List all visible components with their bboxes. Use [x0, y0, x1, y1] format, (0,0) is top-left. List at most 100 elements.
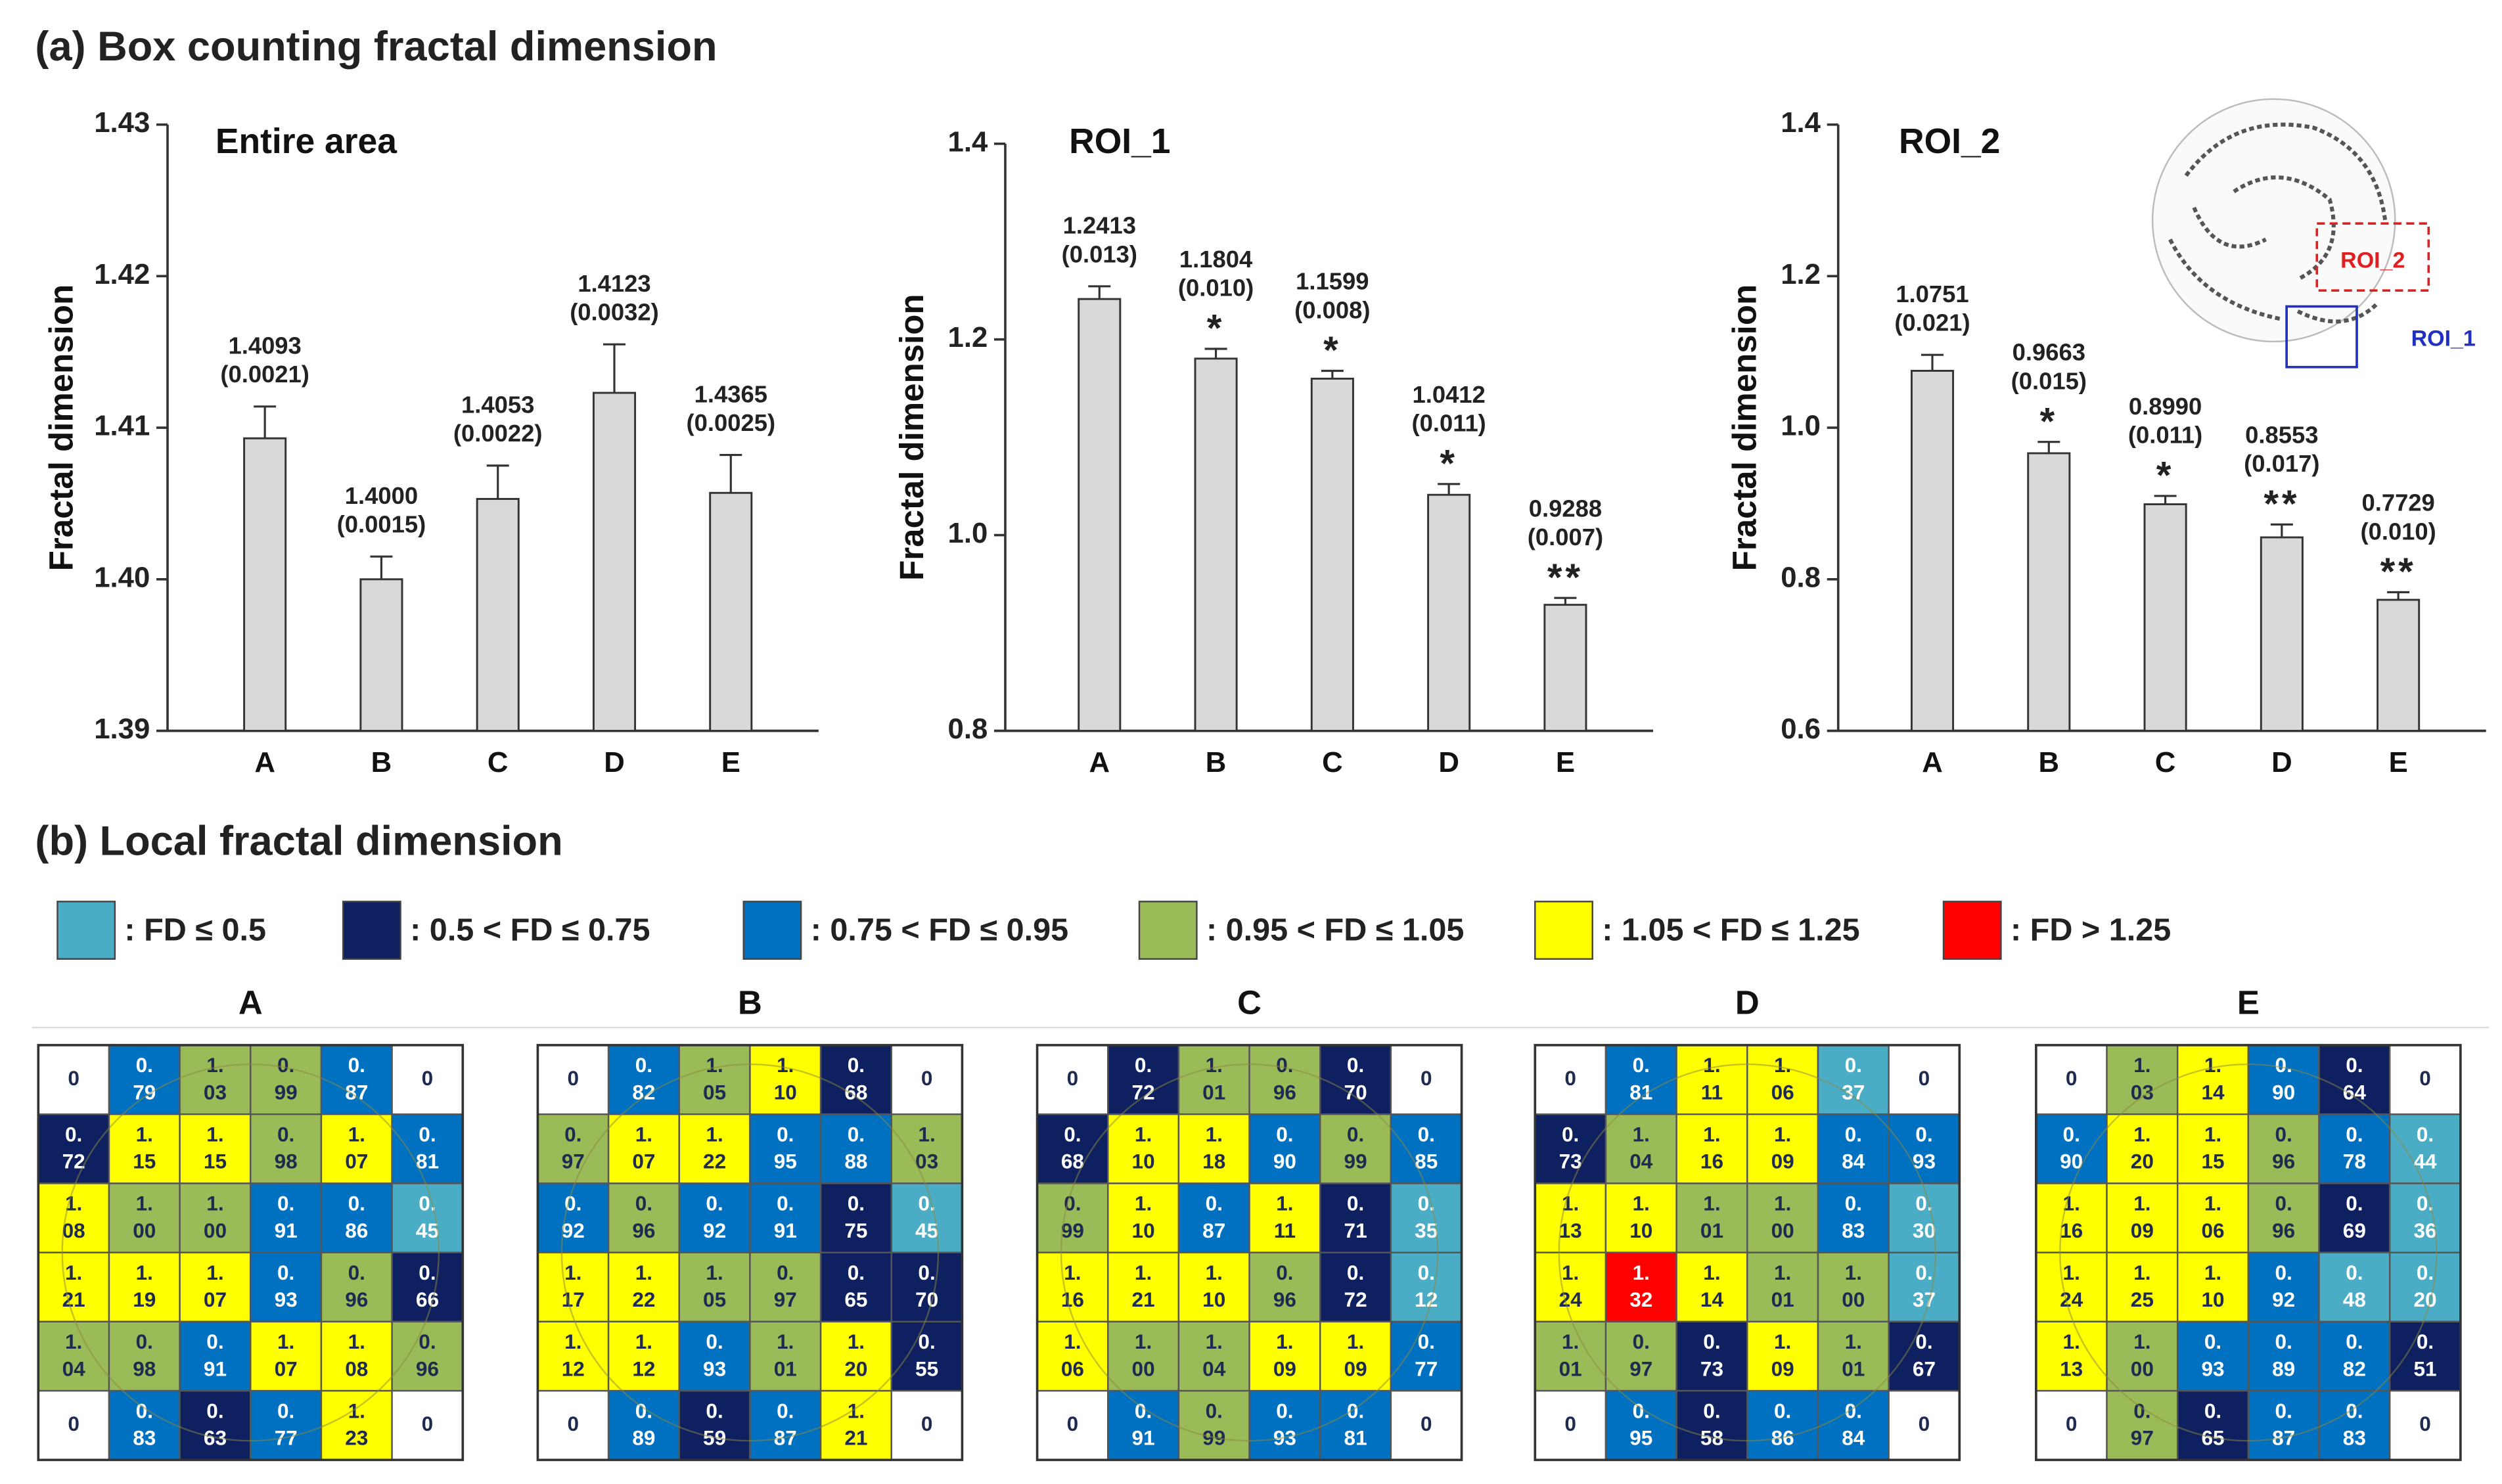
grid-border [536, 1044, 964, 1462]
cell-value-part: 1. [1135, 1192, 1152, 1215]
sd-label: (0.015) [2011, 367, 2087, 394]
cell-value-part: 0. [2346, 1399, 2363, 1423]
cell-value-part: 1. [1206, 1053, 1223, 1077]
cell-value: 0. 93 [2201, 1330, 2224, 1380]
value-label: 1.4053 [461, 392, 534, 418]
cell-value-part: 01 [1842, 1357, 1865, 1381]
bar [592, 392, 637, 732]
cell-value-part: 1. [848, 1330, 865, 1353]
cell-value-part: 0. [848, 1053, 865, 1077]
grid-cell [1817, 1389, 1890, 1461]
grid-overlay [560, 1063, 940, 1442]
cell-value-part: 1. [1845, 1330, 1862, 1353]
cell-value-part: 45 [915, 1219, 938, 1242]
cell-value: 1. 01 [1559, 1330, 1582, 1380]
y-tick-label: 1.2 [948, 321, 988, 353]
y-tick-label: 1.0 [948, 517, 988, 549]
bar [709, 491, 753, 732]
grid-cell [537, 1251, 610, 1323]
cell-value: 1. 01 [1842, 1330, 1865, 1380]
cell-value-part: 15 [204, 1150, 227, 1173]
cell-value-part: 96 [2272, 1219, 2295, 1242]
bar [476, 498, 520, 732]
grid-cell [1390, 1251, 1463, 1323]
grid-cell [607, 1182, 680, 1253]
cell-value-part: 1. [206, 1261, 223, 1284]
cell-value-part: 18 [1202, 1150, 1225, 1173]
cell-value-part: 0. [1562, 1123, 1579, 1146]
cell-value: 1. 07 [275, 1330, 298, 1380]
cell-value: 1. 21 [1132, 1261, 1155, 1311]
cell-value: 1. 01 [774, 1330, 797, 1380]
cell-value-part: 96 [416, 1357, 439, 1381]
cell-value-part: 0. [1064, 1123, 1081, 1146]
grid-cell [1248, 1389, 1321, 1461]
cell-value-part: 1. [635, 1123, 652, 1146]
sd-label: (0.008) [1294, 296, 1370, 323]
cell-value-part: 1. [348, 1330, 365, 1353]
cell-value: 1. 09 [1771, 1330, 1794, 1380]
cell-value: 1. 08 [345, 1330, 368, 1380]
cell-value-part: 09 [1771, 1150, 1794, 1173]
grid-cell [2318, 1044, 2391, 1115]
grid-overlay [1060, 1063, 1439, 1442]
grid-cell [1746, 1113, 1819, 1184]
cell-value-part: 0. [277, 1053, 294, 1077]
cell-value: 1. 09 [1771, 1123, 1794, 1173]
cell-value-part: 71 [1344, 1219, 1367, 1242]
cell-value-part: 89 [632, 1426, 655, 1450]
cell-value: 0 [567, 1066, 579, 1090]
cell-value: 0. 77 [1415, 1330, 1438, 1380]
sd-label: (0.011) [2128, 422, 2202, 449]
grid-cell [37, 1113, 110, 1184]
cell-value-part: 1. [1703, 1123, 1720, 1146]
cell-value-part: 91 [1132, 1426, 1155, 1450]
cell-value-part: 1. [206, 1053, 223, 1077]
grid-cell [2035, 1389, 2108, 1461]
grid-cell [1675, 1320, 1748, 1392]
cell-value-part: 92 [2272, 1288, 2295, 1311]
cell-value-part: 0. [777, 1261, 794, 1284]
y-tick-label: 1.40 [94, 561, 150, 593]
sd-label: (0.017) [2244, 450, 2319, 477]
cell-value: 0. 55 [915, 1330, 938, 1380]
x-tick-label: B [2039, 746, 2060, 778]
cell-value-part: 0. [1206, 1192, 1223, 1215]
cell-value-part: 0. [2204, 1399, 2221, 1423]
bar [2377, 598, 2421, 732]
significance: * [1440, 443, 1458, 485]
cell-value: 0. 90 [1273, 1123, 1296, 1173]
grid-cell [607, 1389, 680, 1461]
grid-cell [1675, 1113, 1748, 1184]
cell-value-part: 13 [1559, 1219, 1582, 1242]
cell-value-part: 0. [706, 1399, 723, 1423]
cell-value: 0. 96 [2272, 1192, 2295, 1242]
y-axis-label: Fractal dimension [1726, 284, 1763, 571]
grid-cell [1319, 1044, 1392, 1115]
grid-cell [1107, 1320, 1180, 1392]
cell-value: 0. 83 [133, 1399, 156, 1450]
cell-value: 0. 70 [915, 1261, 938, 1311]
cell-value-part: 0. [918, 1192, 935, 1215]
cell-value: 0. 81 [416, 1123, 439, 1173]
cell-value: 0 [2419, 1412, 2431, 1435]
grid-cell [2388, 1320, 2462, 1392]
cell-value-part: 10 [774, 1081, 797, 1104]
cell-value: 0 [1919, 1066, 1930, 1090]
cell-value-part: 0. [348, 1261, 365, 1284]
cell-value-part: 0. [1633, 1399, 1650, 1423]
cell-value: 1. 16 [1700, 1123, 1723, 1173]
cell-value-part: 0. [2346, 1261, 2363, 1284]
cell-value-part: 1. [1135, 1330, 1152, 1353]
cell-value: 1. 13 [2060, 1330, 2083, 1380]
cell-value-part: 07 [345, 1150, 368, 1173]
cell-value-part: 0. [1845, 1053, 1862, 1077]
cell-value-part: 1. [1064, 1261, 1081, 1284]
x-tick-label: E [721, 746, 740, 778]
grid-cell [2176, 1251, 2250, 1323]
cell-value: 0 [1421, 1066, 1432, 1090]
grid-cell [537, 1389, 610, 1461]
cell-value-part: 1. [1633, 1123, 1650, 1146]
cell-value: 0. 95 [1629, 1399, 1652, 1450]
cell-value-part: 05 [703, 1288, 726, 1311]
